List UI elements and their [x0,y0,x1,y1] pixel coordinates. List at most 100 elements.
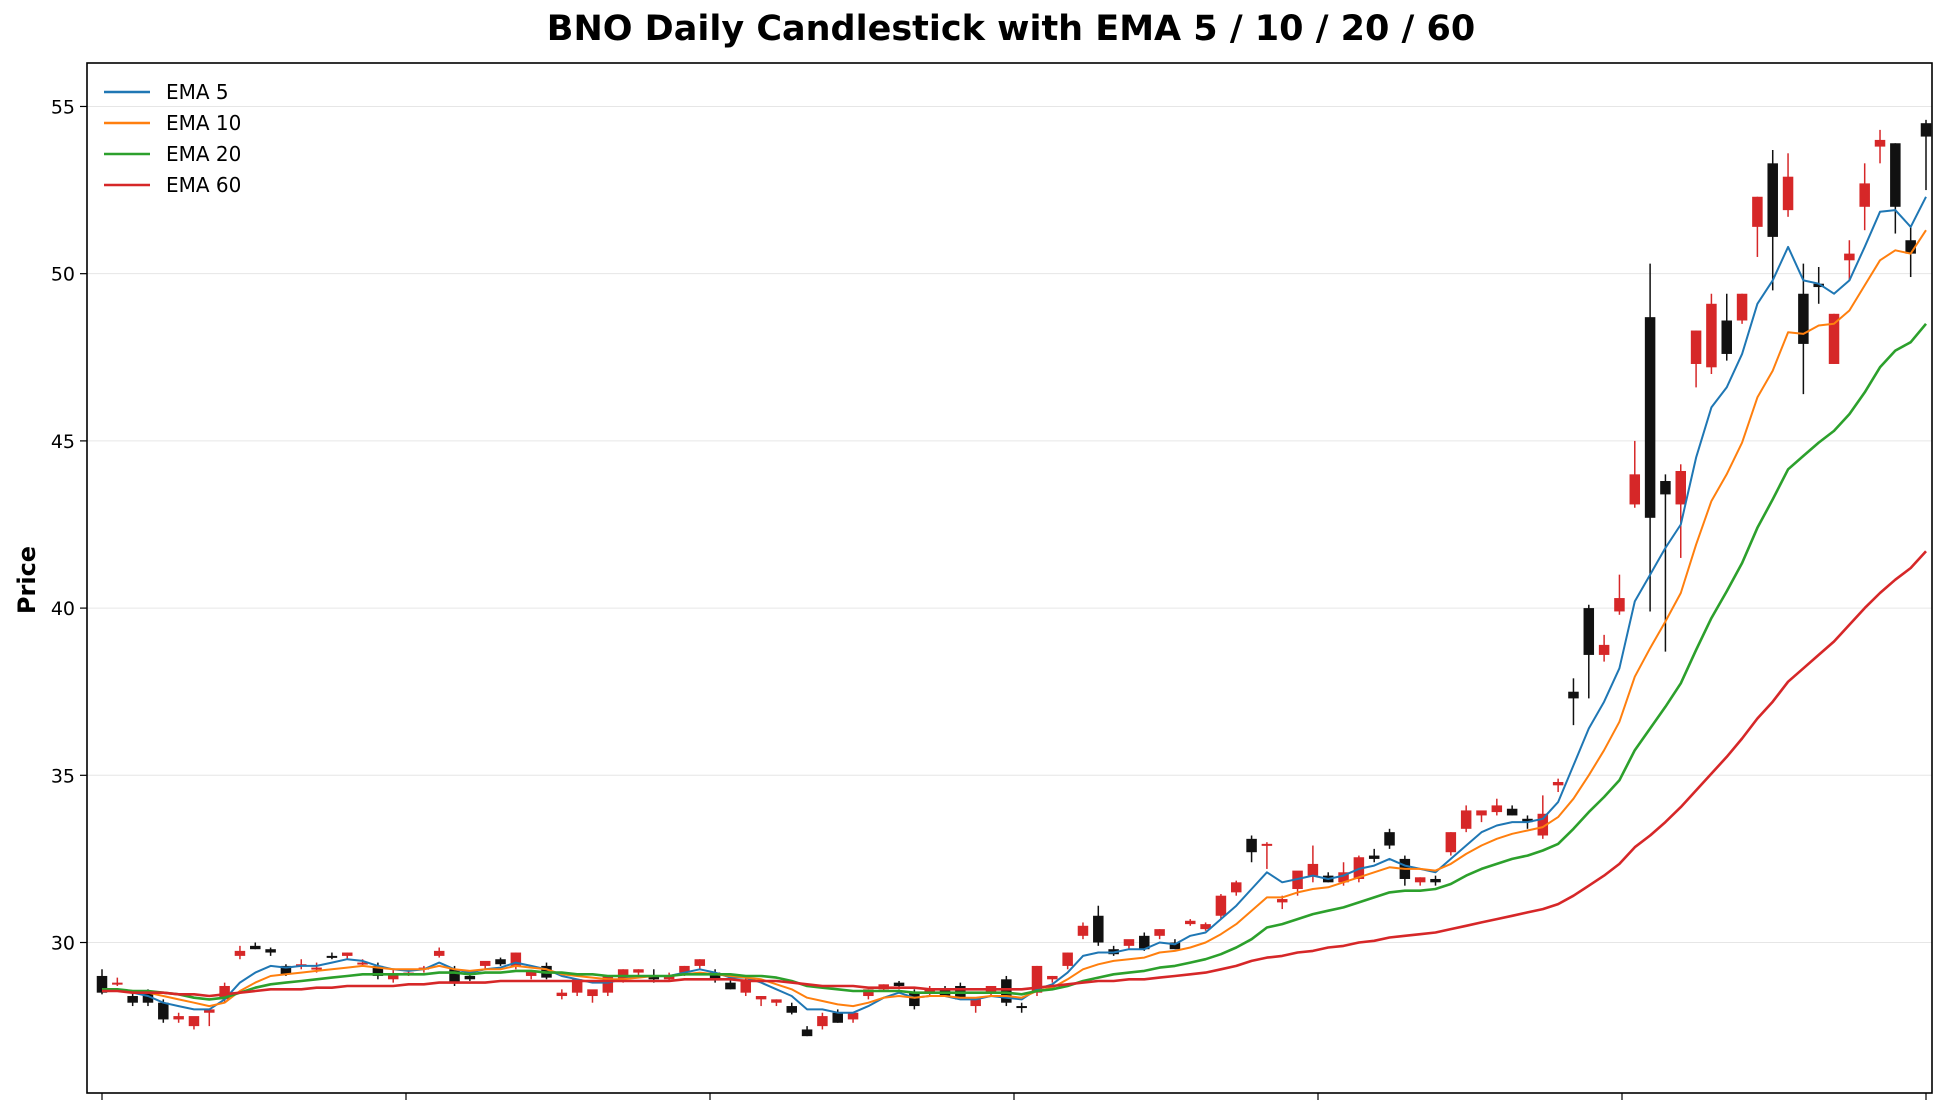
candle-body [617,969,629,980]
ema-lines-group [102,196,1927,1014]
candle-body [725,982,736,990]
candle-body [1522,818,1533,823]
candle-body [204,1009,215,1013]
legend: EMA 5 EMA 10 EMA 20 EMA 60 [104,80,241,197]
candle-body [648,975,660,980]
y-tick-label: 40 [51,598,75,620]
candle-body [1200,924,1211,930]
candle-body [1798,293,1809,344]
candle-body [1001,979,1012,1003]
candle-body [1721,320,1732,354]
candle-body [1062,952,1073,966]
candle-body [495,959,506,965]
candle-body [1644,317,1656,518]
candle-body [479,960,491,966]
legend-label: EMA 60 [166,173,241,197]
y-axis-label: Price [13,546,41,614]
candle-body [1844,253,1855,261]
candle-body [633,969,644,973]
candles-group [96,119,1932,1037]
candle-body [1246,838,1257,853]
candle-body [280,965,292,975]
candle-body [525,970,537,976]
candle-body [771,999,782,1003]
candle-body [740,979,752,993]
candle-body [1767,163,1778,237]
candle-body [817,1016,828,1027]
candle-body [1414,877,1426,883]
candle-body [510,952,522,966]
candle-body [387,974,399,980]
candle-body [786,1006,797,1013]
ema5-line [102,196,1927,1014]
candle-body [1552,781,1564,786]
candle-body [433,950,445,956]
candle-body [1476,810,1487,816]
candle-body [372,965,384,976]
candle-body [1752,196,1763,227]
ema10-line [102,229,1927,1008]
candle-body [219,985,230,1000]
candle-body [1736,293,1748,321]
candle-body [1690,330,1702,364]
candle-body [1215,895,1227,916]
ema60-line [102,550,1927,998]
candle-body [250,945,261,950]
candle-body [449,969,460,983]
candle-body [1123,939,1135,946]
candle-body [1460,810,1472,829]
candle-body [357,962,368,965]
plot-frame [86,62,1933,1094]
candle-body [909,992,920,1007]
candle-body [1675,470,1687,505]
candle-body [1047,975,1058,980]
candle-body [1568,691,1579,699]
y-tick-label: 45 [51,431,75,453]
y-tick-label: 30 [51,933,75,955]
candle-body [127,996,138,1003]
candle-body [326,955,338,958]
legend-label: EMA 20 [166,142,241,166]
candle-body [1660,481,1671,495]
y-tick-label: 35 [51,765,75,787]
candle-body [234,950,246,956]
ema20-line [102,322,1927,1001]
candle-body [1491,805,1503,813]
candle-body [1614,598,1625,612]
legend-label: EMA 5 [166,80,229,104]
candle-body [863,989,874,997]
candle-body [1706,303,1717,368]
candle-body [1093,915,1104,943]
candle-body [1231,882,1242,893]
candle-body [1384,832,1395,846]
candle-body [1445,832,1457,853]
candle-body [112,982,123,985]
candle-body [1920,123,1932,137]
candle-body [1338,872,1349,883]
legend-label: EMA 10 [166,111,241,135]
candle-body [142,992,154,1003]
candle-body [755,996,767,1000]
candle-body [679,965,690,973]
candle-body [1598,644,1610,655]
candle-body [1031,965,1043,993]
y-tick-label: 50 [51,264,75,286]
candle-body [188,1016,200,1027]
candle-body [96,975,108,993]
candle-body [556,992,568,997]
candle-body [1629,474,1641,505]
candle-body [924,989,935,993]
candle-body [1261,843,1273,846]
candle-body [1905,240,1916,254]
candle-body [1185,920,1196,925]
candle-body [1368,855,1380,859]
candle-body [1430,878,1441,883]
candle-body [970,999,981,1007]
candle-body [801,1029,813,1037]
candle-body [1890,143,1901,207]
candle-body [663,975,675,980]
candle-body [311,967,322,970]
candle-body [265,949,276,953]
candle-body [1276,899,1288,903]
candle-body [1874,139,1886,147]
